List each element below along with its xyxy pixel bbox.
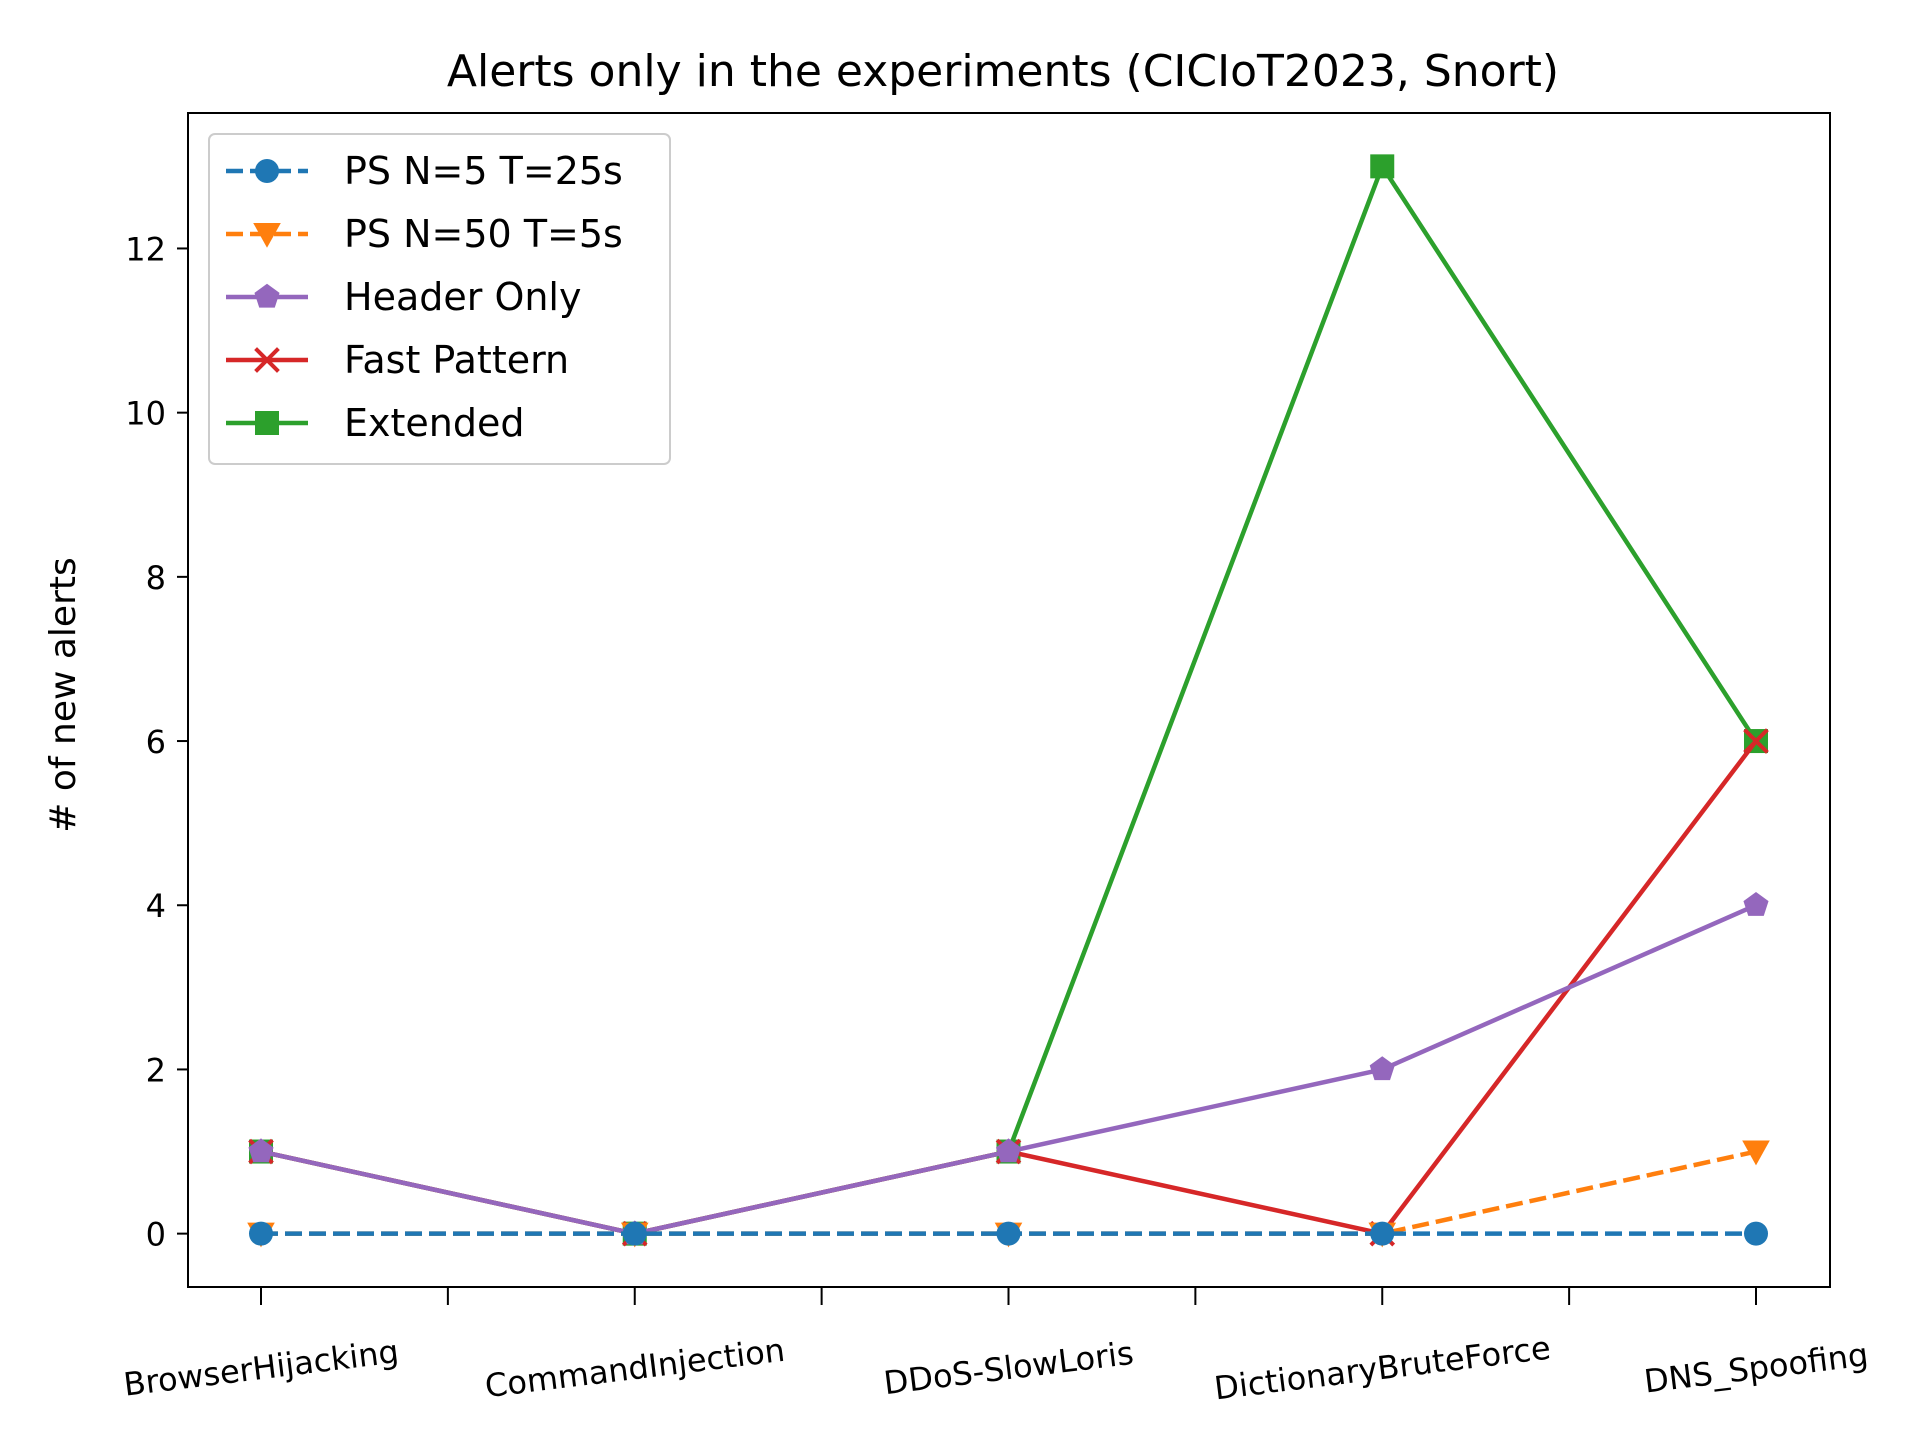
- data-point-ps-n-5-t-25s-commandinjection: [622, 1221, 647, 1246]
- legend-marker-header-only: [254, 283, 280, 308]
- data-point-header-only-dictionarybruteforce: [1369, 1056, 1395, 1081]
- data-point-extended-dictionarybruteforce: [1370, 154, 1395, 179]
- legend-item-ps-n-5-t-25s: PS N=5 T=25s: [226, 149, 623, 193]
- legend-label-ps-n-50-t-5s: PS N=50 T=5s: [344, 212, 623, 256]
- data-point-fast-pattern-dns-spoofing: [1743, 728, 1769, 754]
- legend-label-ps-n-5-t-25s: PS N=5 T=25s: [344, 149, 623, 193]
- legend-marker-ps-n-50-t-5s: [253, 222, 281, 248]
- legend-marker-extended: [255, 411, 279, 435]
- y-tick-label-2: 2: [146, 1051, 166, 1089]
- data-point-ps-n-5-t-25s-dns-spoofing: [1744, 1221, 1768, 1246]
- legend-label-header-only: Header Only: [344, 275, 581, 319]
- plot-area: [187, 112, 1831, 1288]
- legend-marker-ps-n-5-t-25s: [255, 159, 279, 183]
- legend-item-extended: Extended: [226, 401, 524, 445]
- chart-title: Alerts only in the experiments (CICIoT20…: [447, 46, 1559, 97]
- data-point-ps-n-5-t-25s-dictionarybruteforce: [1370, 1221, 1395, 1246]
- data-point-header-only-dns-spoofing: [1743, 892, 1769, 916]
- data-point-ps-n-50-t-5s-dns-spoofing: [1742, 1140, 1770, 1166]
- data-point-ps-n-5-t-25s-ddos-slowloris: [996, 1221, 1021, 1246]
- y-tick-label-10: 10: [125, 395, 166, 433]
- legend-item-ps-n-50-t-5s: PS N=50 T=5s: [226, 212, 623, 256]
- y-axis-label: # of new alerts: [43, 557, 84, 832]
- legend-label-fast-pattern: Fast Pattern: [344, 338, 569, 382]
- y-tick-label-4: 4: [146, 887, 166, 925]
- legend-item-fast-pattern: Fast Pattern: [226, 338, 569, 382]
- series-ps-n-5-t-25s: [249, 1221, 1768, 1246]
- legend-item-header-only: Header Only: [226, 275, 581, 319]
- y-tick-label-8: 8: [146, 559, 166, 597]
- y-tick-label-6: 6: [146, 723, 166, 761]
- y-tick-label-0: 0: [146, 1216, 166, 1254]
- y-axis-ticks: 0 2 4 6 8 10 12: [125, 230, 188, 1254]
- legend: PS N=5 T=25s PS N=50 T=5s Header Only Fast …: [208, 133, 671, 465]
- data-point-header-only-ddos-slowloris: [995, 1138, 1022, 1163]
- data-point-ps-n-5-t-25s-browserhijacking: [249, 1221, 273, 1246]
- data-point-header-only-browserhijacking: [248, 1138, 274, 1163]
- y-tick-label-12: 12: [125, 230, 166, 268]
- legend-frame: [208, 133, 671, 465]
- legend-marker-fast-pattern: [254, 347, 280, 373]
- legend-label-extended: Extended: [344, 401, 524, 445]
